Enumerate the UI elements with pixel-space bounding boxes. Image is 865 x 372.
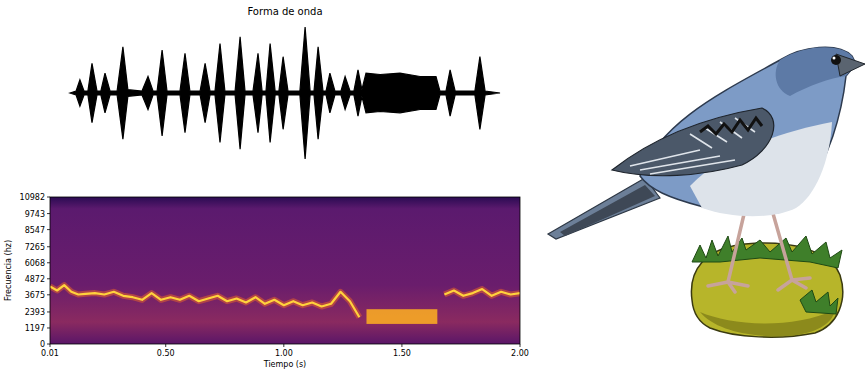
y-tick-label: 9743 <box>25 210 45 219</box>
y-tick <box>47 344 50 345</box>
y-tick-label: 8547 <box>25 226 45 235</box>
y-tick-label: 3675 <box>25 291 45 300</box>
x-tick <box>165 344 166 347</box>
beak <box>836 54 865 76</box>
y-tick <box>47 294 50 295</box>
spectrogram-background <box>50 197 520 344</box>
x-tick-label: 0.01 <box>41 349 59 358</box>
y-tick-label: 6068 <box>25 259 45 268</box>
y-tick <box>47 197 50 198</box>
leg <box>708 210 748 292</box>
y-tick <box>47 311 50 312</box>
x-axis-title: Tiempo (s) <box>263 360 307 369</box>
x-tick-label: 1.00 <box>275 349 293 358</box>
grass <box>800 290 838 314</box>
x-tick-label: 1.50 <box>393 349 411 358</box>
y-tick <box>47 262 50 263</box>
contour-line <box>50 285 520 317</box>
eye <box>831 55 841 65</box>
y-tick <box>47 229 50 230</box>
x-tick <box>50 344 51 347</box>
y-tick <box>47 278 50 279</box>
waveform-envelope <box>70 27 500 159</box>
plot-frame <box>50 197 520 344</box>
y-tick-label: 7265 <box>25 243 45 252</box>
eye-highlight <box>833 57 836 60</box>
y-tick <box>47 213 50 214</box>
x-tick <box>520 344 521 347</box>
y-tick-label: 1197 <box>25 324 45 333</box>
y-tick-label: 2393 <box>25 308 45 317</box>
x-tick <box>283 344 284 347</box>
grass <box>692 236 842 268</box>
y-tick <box>47 246 50 247</box>
x-tick-label: 2.00 <box>511 349 529 358</box>
tail <box>548 178 660 239</box>
wing <box>612 108 774 176</box>
x-tick <box>401 344 402 347</box>
leg <box>772 210 810 290</box>
y-tick-label: 0 <box>40 340 45 349</box>
wing-bars <box>700 118 762 134</box>
contour-glow <box>50 285 520 317</box>
spectrogram-plot <box>50 197 520 344</box>
figure: Forma de onda 0 1197 2393 3675 4872 6068 7265 85… <box>0 0 865 372</box>
tail-edge <box>560 185 655 236</box>
buzz-band <box>366 309 437 324</box>
rock-shadow <box>700 310 835 336</box>
y-tick-label: 4872 <box>25 275 45 284</box>
waveform-title: Forma de onda <box>247 6 322 17</box>
bird-illustration <box>548 47 865 337</box>
y-tick <box>47 327 50 328</box>
y-axis-title: Frecuencia (hz) <box>4 240 13 301</box>
x-tick-label: 0.50 <box>157 349 175 358</box>
y-tick-label: 10982 <box>20 193 45 202</box>
